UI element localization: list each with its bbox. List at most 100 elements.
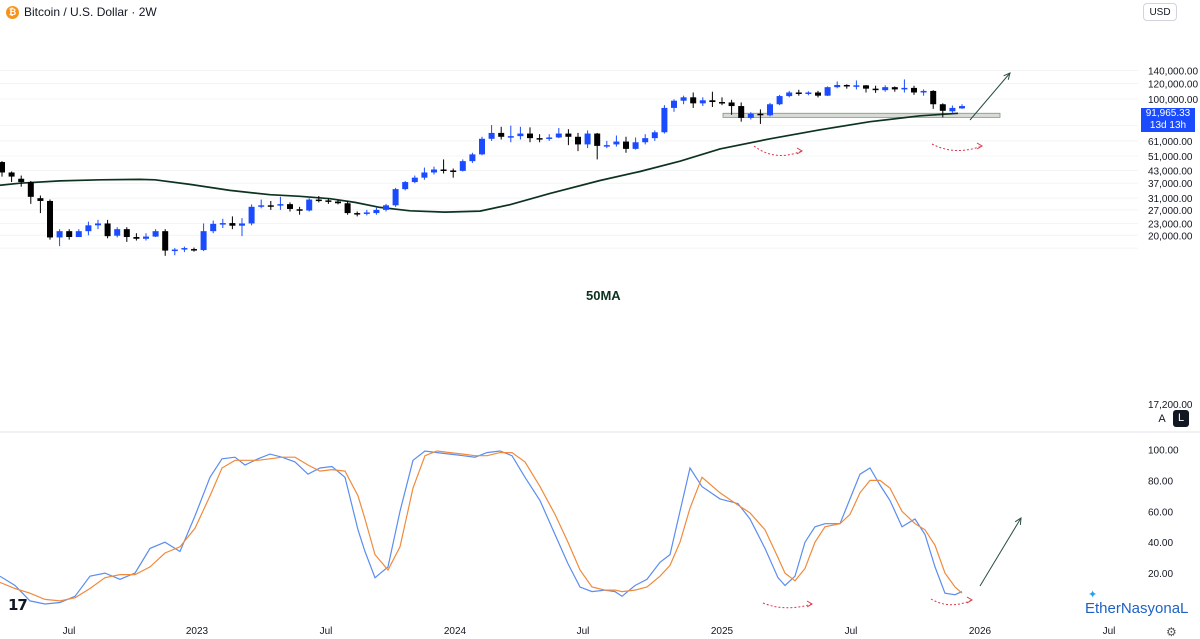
candle-body <box>402 182 409 190</box>
candle <box>891 86 898 92</box>
candle-body <box>421 172 428 178</box>
candle-body <box>8 172 15 177</box>
candle-body <box>392 189 399 206</box>
time-axis-label: Jul <box>63 626 76 637</box>
candle-body <box>37 198 44 201</box>
candle-body <box>575 136 581 145</box>
price-axis-label: 51,000.00 <box>1148 152 1193 163</box>
currency-button[interactable]: USD <box>1143 3 1177 21</box>
candle <box>315 196 322 203</box>
candle <box>75 229 82 238</box>
candle-body <box>584 133 591 145</box>
candle <box>239 218 245 237</box>
candle-body <box>709 100 716 103</box>
time-axis-label: 2024 <box>444 626 467 637</box>
candle <box>200 223 207 252</box>
stoch-axis-label: 60.00 <box>1148 507 1173 518</box>
price-trend-arrow <box>969 72 1011 121</box>
price-axis-label: 100,000.00 <box>1148 95 1198 106</box>
candle-body <box>47 200 53 238</box>
candle-body <box>200 231 207 251</box>
candle-body <box>248 206 255 224</box>
candle <box>373 206 380 215</box>
candle <box>392 187 399 207</box>
candle-body <box>181 248 188 250</box>
price-axis-label: 31,000.00 <box>1148 194 1193 205</box>
candle <box>776 94 783 106</box>
stoch-axis-label: 100.00 <box>1148 446 1179 457</box>
candle <box>767 102 773 117</box>
candle-body <box>776 96 783 105</box>
candle <box>210 220 217 234</box>
time-axis-label: 2023 <box>186 626 209 637</box>
candle-body <box>162 231 169 251</box>
candle-body <box>171 249 178 252</box>
candle <box>709 91 716 107</box>
candle-body <box>623 141 629 149</box>
candle <box>248 204 255 226</box>
candle-body <box>229 223 236 226</box>
candle-body <box>795 92 802 94</box>
candle <box>623 136 629 153</box>
stoch-trend-arrow <box>979 517 1022 587</box>
candle-body <box>373 209 380 214</box>
candle <box>104 219 111 239</box>
candle <box>277 196 284 210</box>
price-axis-label: 23,000.00 <box>1148 219 1193 230</box>
candle <box>834 81 841 89</box>
candle <box>594 132 601 160</box>
candle-body <box>210 223 217 232</box>
candle-body <box>488 132 495 139</box>
candle-body <box>594 133 601 146</box>
candle <box>421 167 428 180</box>
candle <box>383 203 389 212</box>
candle-body <box>824 87 831 96</box>
candle <box>479 136 485 156</box>
candle-body <box>757 113 764 116</box>
candle <box>296 206 303 215</box>
candle <box>440 159 447 174</box>
auto-scale-button[interactable]: A <box>1158 413 1166 425</box>
candle-body <box>882 87 889 91</box>
candle <box>171 248 178 256</box>
candle-body <box>872 88 879 91</box>
candle-body <box>191 249 197 251</box>
log-scale-button[interactable]: L <box>1173 410 1189 427</box>
candle <box>0 161 5 177</box>
candle <box>325 198 332 204</box>
candle <box>719 97 725 106</box>
candle-body <box>411 177 418 183</box>
candle-body <box>815 92 821 96</box>
candle <box>143 233 149 241</box>
bitcoin-icon: ₿ <box>6 5 19 19</box>
candle <box>517 126 524 140</box>
candle <box>152 229 159 238</box>
candle-body <box>671 100 677 108</box>
candle-body <box>613 141 620 145</box>
candle <box>757 109 764 124</box>
candle <box>930 90 937 109</box>
candle-body <box>277 204 284 206</box>
candle <box>363 209 370 216</box>
support-zone-rect <box>722 112 1001 118</box>
candle <box>123 227 130 242</box>
candle <box>469 152 476 163</box>
candle-body <box>431 169 437 173</box>
candle <box>738 102 745 122</box>
symbol-title[interactable]: Bitcoin / U.S. Dollar · 2W <box>24 5 157 19</box>
ma50-annotation: 50MA <box>586 288 621 303</box>
candle <box>181 246 188 253</box>
candle <box>882 85 889 92</box>
price-axis-label: 140,000.00 <box>1148 67 1198 78</box>
candle-body <box>834 84 841 88</box>
stoch-axis-label: 40.00 <box>1148 538 1173 549</box>
bar-countdown: 13d 13h <box>1149 120 1187 131</box>
candle <box>651 130 658 141</box>
candle-body <box>536 138 543 140</box>
candle-body <box>123 229 130 238</box>
candle-body <box>85 225 92 232</box>
gear-icon[interactable]: ⚙ <box>1166 625 1177 639</box>
candle <box>344 200 351 215</box>
candle <box>536 134 543 143</box>
candle <box>411 175 418 184</box>
